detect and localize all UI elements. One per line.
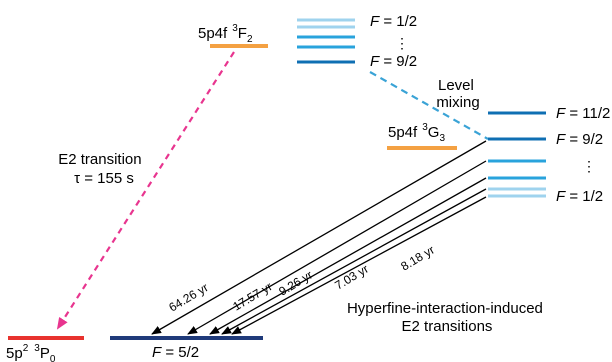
f2-ellipsis: ⋮ (395, 35, 409, 51)
level-mixing-line (369, 71, 489, 140)
label-5p4f-3g3: 5p4f 3G3 (388, 122, 445, 144)
g3-label-f-1-2: F = 1/2 (556, 188, 603, 205)
g3-label-f-11-2: F = 11/2 (556, 105, 610, 122)
g3-ellipsis: ⋮ (582, 158, 596, 174)
level-mixing-label: Level mixing (436, 77, 479, 111)
decay-arrow (221, 188, 487, 335)
label-5p4f-3f2: 5p4f 3F2 (198, 23, 253, 45)
decay-arrow (209, 177, 487, 335)
f2-label-f-9-2: F = 9/2 (370, 53, 417, 70)
lifetime-label: 7.03 yr (332, 262, 371, 293)
g3-label-f-9-2: F = 9/2 (556, 131, 603, 148)
label-final-f-5-2: F = 5/2 (152, 344, 199, 361)
f2-hyperfine-sublevels (297, 18, 355, 64)
decay-arrow (187, 160, 487, 335)
lifetime-label: 64.26 yr (166, 280, 210, 314)
hyperfine-decay-arrows (151, 140, 487, 335)
g3-hyperfine-sublevels (488, 111, 546, 198)
e2-transition-arrow (56, 51, 235, 330)
decay-arrow (231, 196, 487, 335)
hyperfine-caption: Hyperfine-interaction-induced E2 transit… (347, 300, 547, 335)
decay-arrow (151, 140, 487, 335)
lifetime-label: 8.18 yr (398, 243, 437, 274)
f2-label-f-1-2: F = 1/2 (370, 13, 417, 30)
label-5p2-3p0: 5p2 3P0 (6, 343, 56, 362)
e2-transition-label: E2 transition τ = 155 s (58, 151, 146, 187)
